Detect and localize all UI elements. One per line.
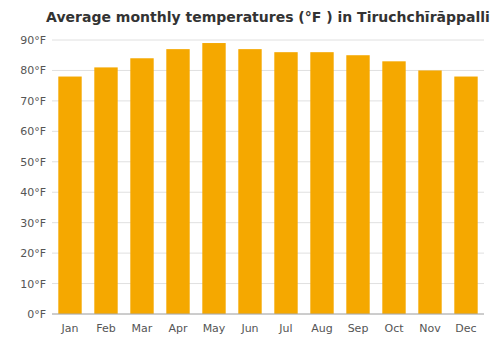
- x-axis-line: [52, 314, 484, 315]
- x-tick-label: Aug: [311, 322, 332, 335]
- bar: [418, 70, 441, 314]
- y-tick-label: 40°F: [20, 186, 46, 199]
- y-tick-label: 10°F: [20, 278, 46, 291]
- y-tick-label: 0°F: [27, 308, 46, 321]
- y-tick-label: 20°F: [20, 247, 46, 260]
- chart-svg: Average monthly temperatures (°F ) in Ti…: [0, 0, 500, 350]
- bar: [310, 52, 333, 314]
- bar: [382, 61, 405, 314]
- bar: [274, 52, 297, 314]
- bar: [166, 49, 189, 314]
- x-tick-label: May: [203, 322, 226, 335]
- x-tick-label: Sep: [348, 322, 369, 335]
- x-tick-label: Mar: [132, 322, 153, 335]
- y-tick-label: 60°F: [20, 125, 46, 138]
- x-tick-label: Oct: [384, 322, 404, 335]
- x-axis: Jan Feb Mar Apr May Jun Jul Aug Sep Oct Nov Dec: [61, 322, 477, 335]
- bars: [58, 43, 477, 314]
- grid-line: [52, 40, 484, 41]
- grid-line: [52, 314, 484, 315]
- bar: [202, 43, 225, 314]
- x-tick-label: Dec: [455, 322, 476, 335]
- x-tick-label: Feb: [96, 322, 115, 335]
- x-tick-label: Apr: [168, 322, 188, 335]
- x-tick-label: Jan: [61, 322, 79, 335]
- x-tick-label: Jun: [240, 322, 258, 335]
- chart-container: Average monthly temperatures (°F ) in Ti…: [0, 0, 500, 350]
- y-tick-label: 30°F: [20, 217, 46, 230]
- y-tick-label: 80°F: [20, 64, 46, 77]
- y-axis: 0°F 10°F 20°F 30°F 40°F 50°F 60°F 70°F 80°F 90°F: [20, 34, 484, 321]
- x-tick-label: Nov: [419, 322, 441, 335]
- bar: [454, 77, 477, 314]
- y-tick-label: 90°F: [20, 34, 46, 47]
- x-tick-label: Jul: [278, 322, 292, 335]
- y-tick-label: 70°F: [20, 95, 46, 108]
- bar: [238, 49, 261, 314]
- bar: [346, 55, 369, 314]
- chart-title: Average monthly temperatures (°F ) in Ti…: [46, 9, 490, 25]
- bar: [58, 77, 81, 314]
- y-tick-label: 50°F: [20, 156, 46, 169]
- bar: [94, 67, 117, 314]
- bar: [130, 58, 153, 314]
